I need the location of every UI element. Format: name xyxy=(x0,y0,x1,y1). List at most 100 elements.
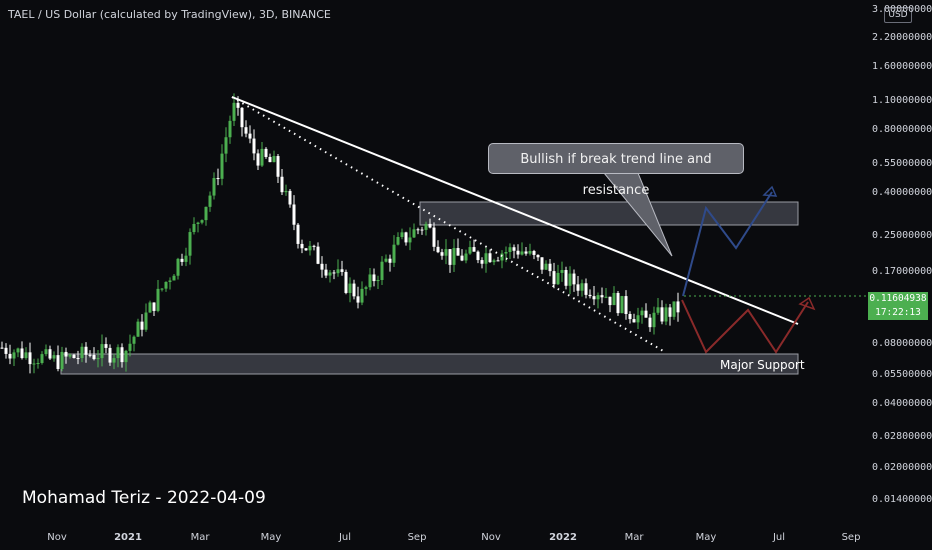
candle-body xyxy=(212,178,216,196)
candle-body xyxy=(232,102,236,121)
candle-body xyxy=(216,178,220,180)
candle-body xyxy=(200,220,204,223)
price-tick: 1.10000000 xyxy=(872,95,932,106)
candle-body xyxy=(72,354,76,359)
currency-button[interactable]: USD xyxy=(884,7,912,23)
candle-body xyxy=(132,336,136,344)
candle-body xyxy=(340,269,344,272)
candle-body xyxy=(516,250,520,255)
candle-body xyxy=(616,292,620,314)
candle-body xyxy=(280,176,284,193)
candle-body xyxy=(648,317,652,328)
time-tick: May xyxy=(695,532,717,543)
candle-body xyxy=(308,245,312,251)
candle-body xyxy=(128,343,132,351)
candle-body xyxy=(208,195,212,207)
candle-body xyxy=(640,310,644,316)
candle-body xyxy=(552,271,556,285)
candle-body xyxy=(332,272,336,274)
candle-body xyxy=(460,255,464,261)
candle-body xyxy=(124,350,128,363)
price-tick: 0.55000000 xyxy=(872,158,932,169)
price-tick: 0.05500000 xyxy=(872,369,932,380)
candle-body xyxy=(140,321,144,330)
bearish-projection-path[interactable] xyxy=(681,299,809,354)
candle-body xyxy=(312,245,316,247)
candle-body xyxy=(580,283,584,291)
price-tick: 0.25000000 xyxy=(872,230,932,241)
candle-body xyxy=(344,271,348,293)
price-tick: 0.02000000 xyxy=(872,462,932,473)
price-tick: 0.40000000 xyxy=(872,187,932,198)
candle-body xyxy=(224,137,228,154)
candle-body xyxy=(52,355,56,359)
candle-body xyxy=(364,287,368,289)
candle-body xyxy=(32,363,36,365)
candle-body xyxy=(420,229,424,231)
candle-body xyxy=(276,156,280,177)
candle-body xyxy=(220,153,224,179)
candle-body xyxy=(188,232,192,256)
candle-body xyxy=(24,352,28,359)
candle-body xyxy=(464,253,468,261)
bullish-callout[interactable]: Bullish if break trend line and resistan… xyxy=(488,143,744,198)
candle-body xyxy=(236,102,240,108)
candle-body xyxy=(388,258,392,263)
candle-body xyxy=(636,315,640,323)
candle-body xyxy=(56,355,60,370)
candle-body xyxy=(112,358,116,363)
candle-body xyxy=(656,307,660,313)
candle-body xyxy=(532,251,536,255)
candle-body xyxy=(572,273,576,285)
trend-line[interactable] xyxy=(231,96,799,325)
candle-body xyxy=(168,280,172,282)
candle-body xyxy=(384,258,388,262)
candle-body xyxy=(164,281,168,289)
candle-body xyxy=(540,257,544,270)
bullish-arrowhead xyxy=(762,185,778,197)
candle-body xyxy=(352,283,356,297)
candle-body xyxy=(44,349,48,355)
candle-body xyxy=(584,283,588,295)
candle-body xyxy=(408,237,412,243)
candle-body xyxy=(324,269,328,276)
candle-body xyxy=(380,261,384,280)
price-tick: 0.08000000 xyxy=(872,338,932,349)
candle-body xyxy=(520,251,524,255)
candle-body xyxy=(288,190,292,205)
time-tick: Sep xyxy=(407,532,427,543)
candle-body xyxy=(68,354,72,357)
price-tick: 2.20000000 xyxy=(872,32,932,43)
candle-body xyxy=(548,263,552,272)
candle-body xyxy=(372,274,376,282)
candle-body xyxy=(660,307,664,322)
candle-body xyxy=(100,344,104,359)
candle-body xyxy=(284,190,288,193)
time-tick: Mar xyxy=(624,532,644,543)
candle-body xyxy=(120,347,124,363)
candle-body xyxy=(92,354,96,360)
candle-body xyxy=(600,295,604,298)
candle-body xyxy=(60,351,64,370)
major-support-zone[interactable] xyxy=(60,353,799,375)
current-price-badge: 0.11604938 17:22:13 xyxy=(868,292,928,320)
chart-title: TAEL / US Dollar (calculated by TradingV… xyxy=(8,8,331,21)
author-signature: Mohamad Teriz - 2022-04-09 xyxy=(22,488,266,508)
candle-body xyxy=(0,347,4,349)
candle-body xyxy=(248,133,252,139)
candle-body xyxy=(644,310,648,318)
candle-body xyxy=(400,232,404,238)
candle-body xyxy=(328,272,332,276)
candle-body xyxy=(396,237,400,245)
candle-body xyxy=(424,223,428,230)
candle-body xyxy=(48,349,52,359)
bullish-projection-path[interactable] xyxy=(682,191,773,297)
candle-body xyxy=(152,302,156,311)
candle-body xyxy=(444,249,448,256)
candle-body xyxy=(272,156,276,163)
candle-body xyxy=(240,107,244,128)
candle-body xyxy=(448,249,452,265)
time-tick: May xyxy=(260,532,282,543)
candle-body xyxy=(8,353,12,359)
